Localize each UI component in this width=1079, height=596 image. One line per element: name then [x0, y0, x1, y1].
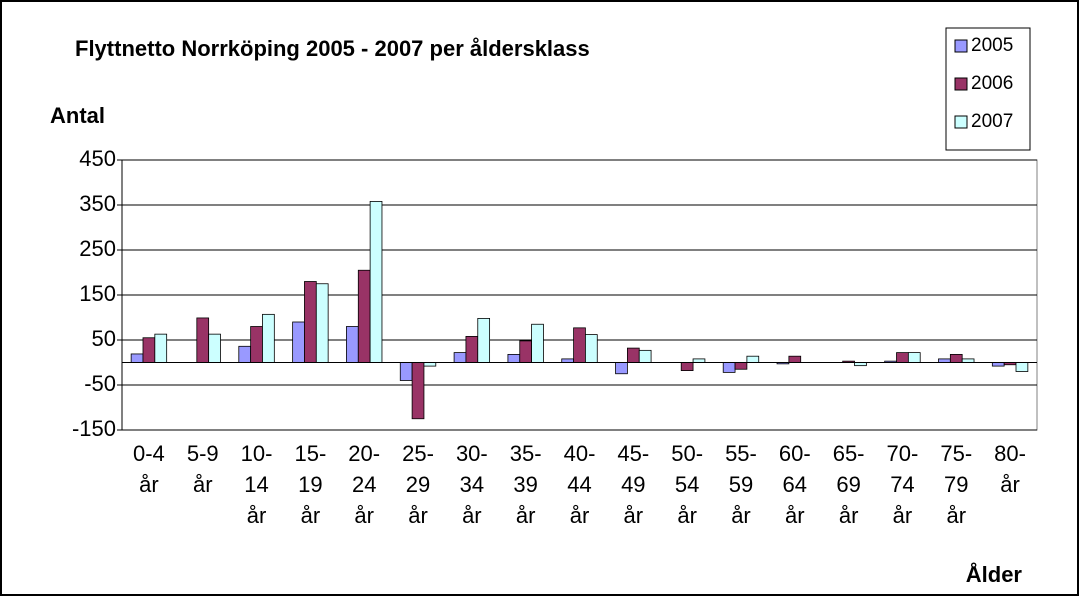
bar: [615, 362, 628, 375]
bar: [196, 317, 210, 363]
bar: [734, 362, 748, 370]
x-tick-label: 70-74 år: [886, 441, 919, 528]
legend-label: 2005: [971, 35, 1013, 56]
x-tick-label: 15-19 år: [294, 441, 327, 528]
x-tick-label: 40-44 år: [563, 441, 596, 528]
x-tick-label: 55-59 år: [725, 441, 757, 528]
bar: [949, 353, 963, 363]
x-tick-label: 35-39 år: [509, 441, 542, 528]
bar: [961, 358, 975, 363]
bar: [722, 362, 736, 373]
bar: [585, 334, 598, 363]
x-tick-label: 0-4 år: [133, 441, 165, 497]
legend-swatch: [954, 39, 968, 53]
bar: [369, 200, 383, 363]
bar: [627, 347, 640, 363]
legend-label: 2007: [971, 111, 1013, 132]
bar: [411, 362, 425, 420]
y-tick-label: 450: [79, 146, 116, 171]
bar: [208, 333, 221, 363]
bar: [423, 362, 437, 367]
x-tick-label: 10-14 år: [240, 441, 273, 528]
bar: [238, 345, 252, 363]
bar: [304, 281, 317, 363]
bar: [519, 340, 532, 363]
bar: [788, 355, 802, 363]
bar: [561, 358, 574, 363]
bar: [638, 349, 652, 363]
bar: [250, 326, 263, 363]
bar: [907, 352, 921, 363]
bar: [680, 362, 694, 372]
x-tick-label: 45-49 år: [617, 441, 650, 528]
x-tick-label: 30-34 år: [455, 441, 488, 528]
y-tick-label: 350: [79, 191, 116, 216]
x-tick-label: 65-69 år: [832, 441, 865, 528]
bar: [142, 337, 156, 363]
bar: [315, 283, 329, 363]
bar: [746, 355, 760, 363]
bar: [465, 335, 479, 363]
bar: [573, 327, 586, 363]
bar: [346, 326, 359, 363]
chart-title: Flyttnetto Norrköping 2005 - 2007 per ål…: [75, 36, 590, 61]
bar: [896, 352, 909, 363]
bar: [130, 353, 144, 363]
bar: [357, 269, 371, 363]
x-tick-label: 25-29 år: [402, 441, 434, 528]
y-tick-label: 250: [79, 236, 116, 261]
x-tick-label: 5-9 år: [186, 441, 219, 497]
y-tick-label: 50: [92, 326, 116, 351]
bar: [507, 353, 521, 363]
legend-label: 2006: [971, 73, 1013, 94]
bar: [292, 321, 305, 363]
y-axis-label: Antal: [50, 103, 105, 128]
y-tick-label: 150: [79, 281, 116, 306]
bar: [262, 313, 275, 363]
bar: [453, 352, 467, 363]
bar: [399, 362, 413, 381]
x-axis-label: Ålder: [966, 561, 1023, 587]
x-tick-label: 20-24 år: [348, 441, 381, 528]
y-tick-label: -50: [84, 371, 116, 396]
bar: [692, 358, 706, 363]
y-tick-label: -150: [72, 416, 116, 441]
x-tick-label: 60-64 år: [778, 441, 811, 528]
x-tick-label: 75-79 år: [940, 441, 973, 528]
bar: [154, 333, 168, 363]
bar: [531, 323, 544, 363]
x-tick-label: 80- år: [994, 441, 1026, 497]
bar: [938, 358, 951, 363]
x-tick-label: 50-54 år: [671, 441, 704, 528]
bar: [477, 317, 491, 363]
bar: [991, 362, 1005, 367]
bar: [1015, 362, 1029, 372]
legend-swatch: [954, 115, 968, 129]
legend-swatch: [954, 77, 968, 91]
